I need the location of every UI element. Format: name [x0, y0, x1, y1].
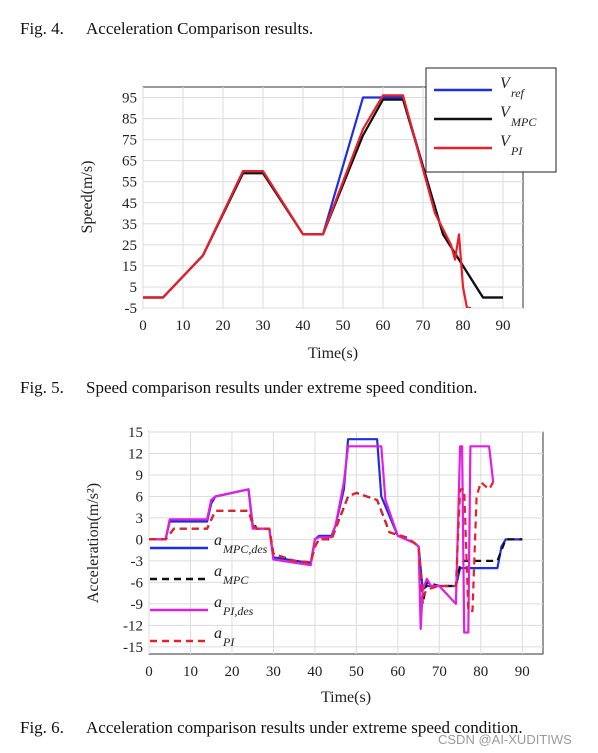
- chart-2: 0 10 20 30 40 50 60 70 80 90 -15 -12 -9 -6 -3 0 3 6 9 12 15 T…: [85, 425, 544, 706]
- fig6-caption: Fig. 6. Acceleration comparison results u…: [20, 718, 523, 738]
- y-tick-label: -9: [131, 597, 144, 613]
- x-tick-label: 10: [176, 318, 191, 334]
- legend-label: a: [214, 563, 222, 580]
- fig6-text: Acceleration comparison results under ex…: [86, 718, 523, 737]
- x-tick-label: 50: [349, 664, 364, 680]
- series-line-a-pi: [149, 481, 495, 613]
- y-tick-label: 75: [122, 133, 137, 149]
- fig4-number: Fig. 4.: [20, 19, 64, 38]
- y-tick-label: 15: [128, 425, 143, 441]
- x-tick-label: 90: [496, 318, 511, 334]
- legend-label: a: [214, 594, 222, 611]
- x-tick-label: 0: [145, 664, 153, 680]
- legend-label-subscript: MPC,des: [222, 542, 268, 556]
- x-axis-label: Time(s): [308, 345, 358, 362]
- legend-label: V: [500, 104, 512, 121]
- y-tick-label: 25: [122, 238, 137, 254]
- fig5-number: Fig. 5.: [20, 378, 64, 397]
- x-tick-label: 40: [307, 664, 322, 680]
- x-tick-label: 70: [416, 318, 431, 334]
- y-tick-label: 15: [122, 259, 137, 275]
- y-tick-label: -6: [131, 575, 144, 591]
- legend-label: V: [500, 133, 512, 150]
- x-tick-label: 60: [390, 664, 405, 680]
- series-line-v-pi: [143, 94, 471, 308]
- legend-label-subscript: ref: [511, 86, 526, 100]
- chart-1: 0 10 20 30 40 50 60 70 80 90 -5 5 15 25 35 45 55 65 75 85 95…: [79, 67, 557, 362]
- x-tick-label: 80: [456, 318, 471, 334]
- y-tick-label: 95: [122, 91, 137, 107]
- series-line-a-pides: [149, 445, 495, 634]
- x-tick-label: 60: [376, 318, 391, 334]
- y-tick-label: 35: [122, 217, 137, 233]
- x-tick-label: 40: [296, 318, 311, 334]
- x-axis-label: Time(s): [321, 689, 371, 706]
- y-axis-label: Acceleration(m/s²): [85, 483, 102, 603]
- y-axis-label: Speed(m/s): [79, 161, 96, 234]
- x-tick-label: 90: [515, 664, 530, 680]
- y-tick-label: 12: [128, 446, 143, 462]
- legend-label-subscript: PI: [222, 635, 235, 649]
- legend-label-subscript: MPC: [222, 573, 249, 587]
- y-tick-label: 55: [122, 175, 137, 191]
- x-tick-label: 70: [432, 664, 447, 680]
- x-tick-label: 20: [224, 664, 239, 680]
- x-tick-label: 20: [216, 318, 231, 334]
- fig4-caption: Fig. 4. Acceleration Comparison results.: [20, 19, 313, 39]
- y-tick-label: 6: [136, 489, 144, 505]
- y-tick-label: 45: [122, 196, 137, 212]
- fig5-text: Speed comparison results under extreme s…: [86, 378, 478, 397]
- x-tick-label: 0: [139, 318, 147, 334]
- y-tick-label: -5: [125, 301, 138, 317]
- x-tick-label: 50: [336, 318, 351, 334]
- y-tick-label: -12: [123, 618, 143, 634]
- watermark: CSDN @AI-XUDITIWS: [438, 732, 572, 747]
- y-tick-label: 0: [136, 532, 144, 548]
- x-tick-label: 10: [183, 664, 198, 680]
- legend-label: V: [500, 75, 512, 92]
- legend-label-subscript: PI,des: [222, 604, 254, 618]
- x-tick-label: 30: [256, 318, 271, 334]
- y-tick-label: 85: [122, 112, 137, 128]
- fig4-text: Acceleration Comparison results.: [86, 19, 314, 38]
- x-tick-label: 80: [473, 664, 488, 680]
- y-tick-label: 65: [122, 154, 137, 170]
- y-tick-label: 3: [136, 511, 144, 527]
- fig6-number: Fig. 6.: [20, 718, 64, 737]
- y-tick-label: -15: [123, 640, 143, 656]
- y-tick-label: 5: [130, 280, 138, 296]
- legend-label: a: [214, 625, 222, 642]
- y-tick-label: -3: [131, 554, 144, 570]
- fig5-caption: Fig. 5. Speed comparison results under ex…: [20, 378, 477, 398]
- legend-label-subscript: MPC: [510, 115, 537, 129]
- y-tick-label: 9: [136, 468, 144, 484]
- legend-label-subscript: PI: [510, 144, 523, 158]
- x-tick-label: 30: [266, 664, 281, 680]
- legend-label: a: [214, 532, 222, 549]
